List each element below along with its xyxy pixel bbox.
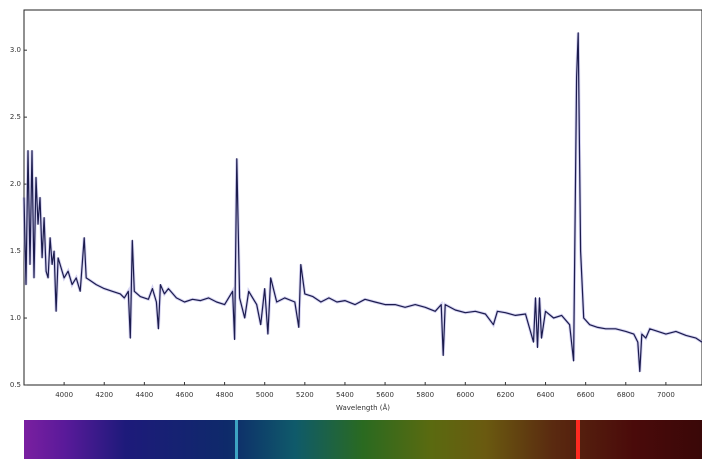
x-tick-label: 4800	[216, 391, 234, 399]
x-tick-label: 6400	[537, 391, 555, 399]
emission-line-blue	[235, 420, 238, 459]
spectrum-strip	[24, 420, 702, 459]
x-tick-label: 5200	[296, 391, 314, 399]
y-tick-label: 2.5	[10, 113, 21, 121]
x-tick-label: 7000	[657, 391, 675, 399]
x-tick-label: 5400	[336, 391, 354, 399]
x-axis-label: Wavelength (Å)	[336, 403, 390, 412]
x-tick-label: 5600	[376, 391, 394, 399]
y-tick-label: 2.0	[10, 180, 21, 188]
y-tick-label: 3.0	[10, 46, 21, 54]
x-tick-label: 6800	[617, 391, 635, 399]
x-tick-label: 6200	[497, 391, 515, 399]
spectrum-halo	[22, 32, 702, 372]
x-tick-label: 6000	[456, 391, 474, 399]
x-tick-label: 4600	[176, 391, 194, 399]
x-tick-label: 5000	[256, 391, 274, 399]
y-tick-label: 1.5	[10, 247, 21, 255]
spectrum-line	[23, 32, 702, 373]
x-tick-label: 5800	[416, 391, 434, 399]
x-tick-label: 4400	[135, 391, 153, 399]
emission-line-red	[576, 420, 580, 459]
y-tick-label: 0.5	[10, 381, 21, 389]
y-tick-label: 1.0	[10, 314, 21, 322]
x-tick-label: 4000	[55, 391, 73, 399]
x-tick-label: 6600	[577, 391, 595, 399]
x-tick-label: 4200	[95, 391, 113, 399]
